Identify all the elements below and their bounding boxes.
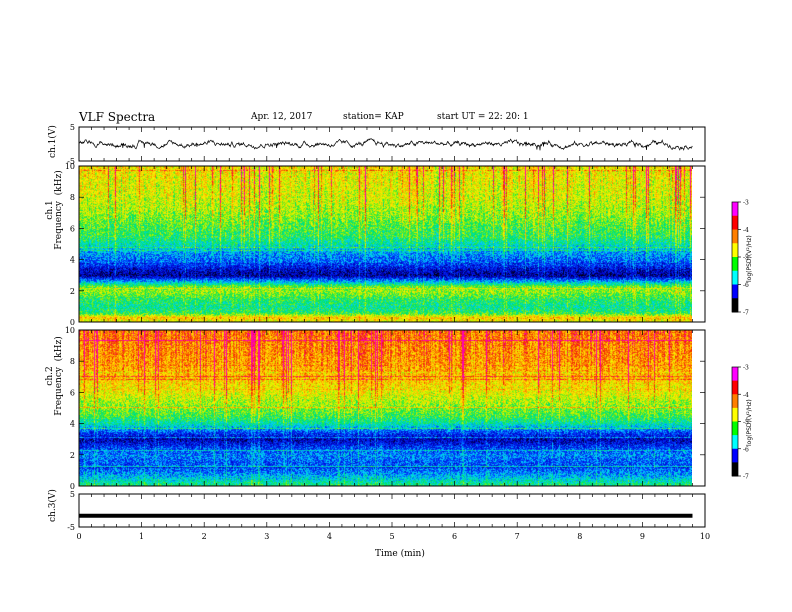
colorbar2-label: log(PSD)(V²/Hz)	[746, 399, 753, 446]
y-tick-label: 2	[70, 451, 75, 460]
x-tick-label: 9	[640, 532, 645, 541]
date-label: Apr. 12, 2017	[251, 112, 313, 122]
ch1-waveform	[78, 138, 693, 151]
x-tick-label: 8	[577, 532, 582, 541]
start-time-label: start UT = 22: 20: 1	[437, 112, 529, 122]
colorbar-tick-label: -7	[743, 474, 749, 481]
colorbar-tick-label: -6	[743, 446, 749, 453]
y-tick-label: 5	[70, 123, 75, 132]
colorbar-segment	[732, 243, 738, 258]
ch2-spectrogram	[79, 330, 692, 486]
y-tick-label: 10	[65, 162, 75, 171]
x-tick-label: 6	[452, 532, 457, 541]
colorbar-segment	[732, 380, 738, 395]
colorbar-segment	[732, 448, 738, 463]
ch1-wave-trace	[78, 138, 693, 151]
colorbar-segment	[732, 284, 738, 299]
colorbar-segment	[732, 421, 738, 436]
colorbar-tick-label: -6	[743, 282, 749, 289]
y-tick-label: 8	[70, 357, 75, 366]
colorbar-segment	[732, 394, 738, 409]
x-tick-label: 5	[389, 532, 394, 541]
y-tick-label: 6	[70, 224, 75, 233]
colorbar-segment	[732, 229, 738, 244]
y-tick-label: 0	[70, 318, 75, 327]
colorbar-segment	[732, 298, 738, 313]
colorbar-tick-label: -7	[743, 310, 749, 317]
colorbar-tick-label: -3	[743, 200, 749, 207]
x-tick-label: 7	[515, 532, 520, 541]
x-tick-label: 10	[700, 532, 710, 541]
x-tick-label: 0	[76, 532, 81, 541]
y-tick-label: 0	[70, 482, 75, 491]
ch3-wave-ylabel: ch.3(V)	[48, 489, 58, 522]
y-tick-label: -5	[67, 523, 75, 532]
y-tick-label: 8	[70, 193, 75, 202]
colorbar1-label: log(PSD)(V²/Hz)	[746, 235, 753, 282]
y-tick-label: 5	[70, 490, 75, 499]
ch1-spec-ylabel: ch.1 Frequency (kHz)	[45, 170, 64, 250]
colorbar-tick-label: -4	[743, 392, 749, 399]
y-tick-label: -5	[67, 157, 75, 166]
colorbar-segment	[732, 407, 738, 422]
colorbar-segment	[732, 367, 738, 382]
colorbars: -3 -4 -5 -6 -7 -3 -4 -5 -6 -7	[731, 200, 749, 481]
spectrogram-raster	[79, 166, 692, 322]
x-tick-label: 2	[202, 532, 207, 541]
colorbar-tick-label: -5	[743, 419, 749, 426]
colorbar-tick-label: -4	[743, 227, 749, 234]
colorbar-segment	[732, 257, 738, 272]
colorbar-segment	[732, 202, 738, 217]
colorbar-segment	[732, 462, 738, 477]
spectrogram-raster	[79, 330, 692, 486]
colorbar-segment	[732, 435, 738, 450]
colorbar-segment	[732, 270, 738, 285]
colorbar-tick-label: -5	[743, 255, 749, 262]
ch2-spec-ylabel: ch.2 Frequency (kHz)	[45, 336, 64, 416]
figure-title: VLF Spectra	[79, 110, 156, 124]
x-tick-label: 4	[327, 532, 332, 541]
x-tick-label: 1	[139, 532, 144, 541]
station-label: station= KAP	[343, 112, 404, 122]
x-tick-label: 3	[264, 532, 269, 541]
y-tick-label: 2	[70, 287, 75, 296]
y-tick-label: 4	[70, 256, 75, 265]
y-tick-label: 4	[70, 420, 75, 429]
ch1-spectrogram	[79, 166, 692, 322]
x-axis-label: Time (min)	[375, 549, 425, 559]
y-tick-label: 10	[65, 326, 75, 335]
colorbar-tick-label: -3	[743, 365, 749, 372]
colorbar-segment	[732, 215, 738, 230]
y-tick-label: 6	[70, 388, 75, 397]
